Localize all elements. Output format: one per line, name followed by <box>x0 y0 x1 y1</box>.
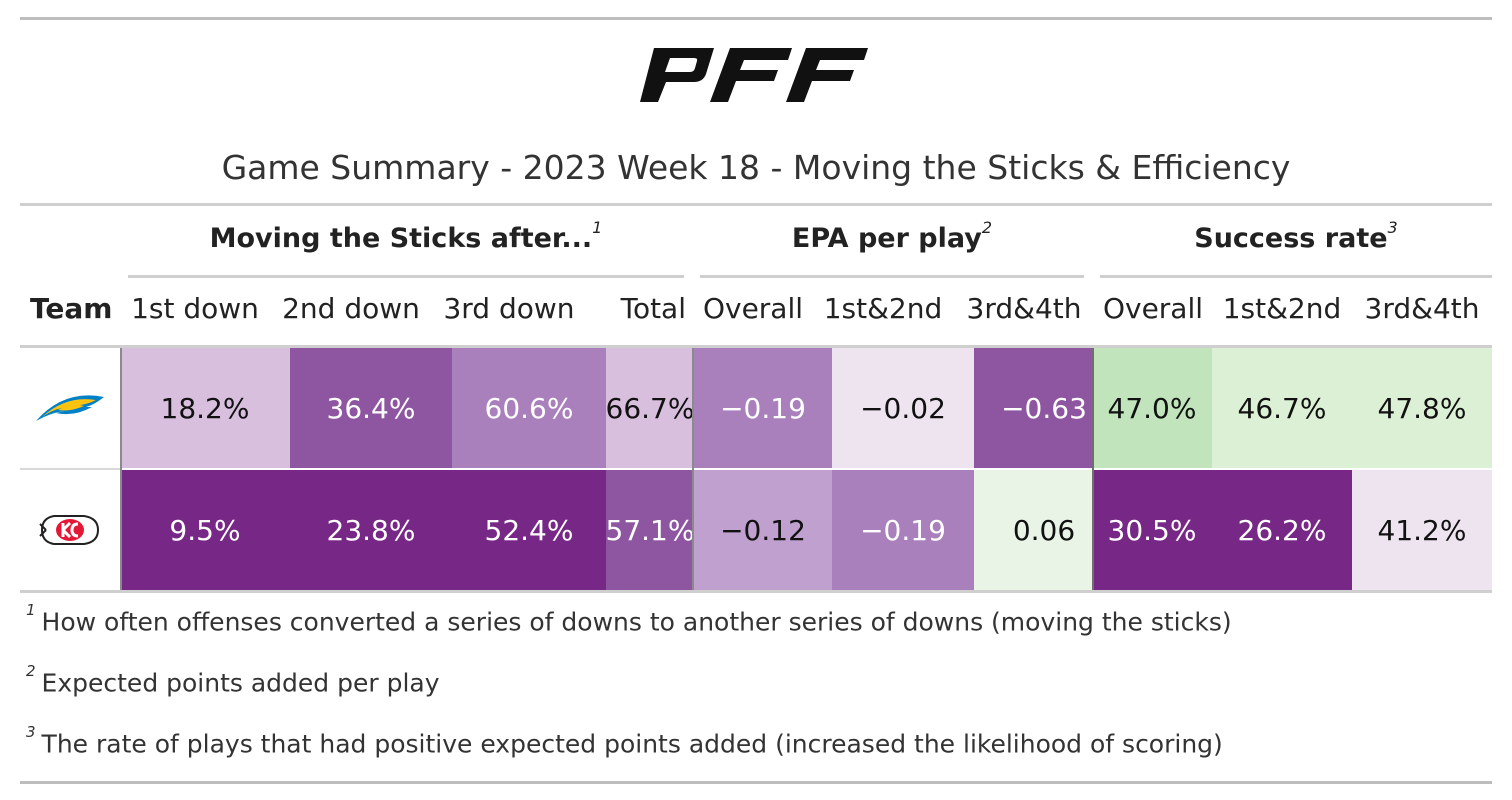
column-header-success-1st2nd: 1st&2nd <box>1222 292 1342 325</box>
group-divider-success <box>1092 348 1094 590</box>
column-header-total: Total <box>620 292 686 325</box>
spanner-epa: EPA per play2 <box>700 218 1084 266</box>
footnote-mark: 1 <box>26 601 36 619</box>
body-bottom-rule <box>20 590 1492 593</box>
table-cell-epa-overall: −0.19 <box>692 348 834 468</box>
table-cell-success-1st2nd: 26.2% <box>1212 470 1352 590</box>
spanner-label: EPA per play <box>791 223 982 254</box>
table-cell-epa-3rd4th: −0.63 <box>974 348 1114 468</box>
table-cell-2nd-down: 23.8% <box>290 470 452 590</box>
table-cell-total: 57.1% <box>606 470 694 590</box>
group-divider-epa <box>692 348 694 590</box>
table-cell-success-overall: 30.5% <box>1092 470 1212 590</box>
title-rule <box>20 203 1492 206</box>
table-cell-1st-down: 18.2% <box>120 348 290 468</box>
table-cell-success-1st2nd: 46.7% <box>1212 348 1352 468</box>
spanner-label: Success rate <box>1194 223 1388 254</box>
footnote-mark: 3 <box>26 723 36 741</box>
team-cell-chiefs <box>20 470 120 590</box>
pff-logo-icon <box>640 48 868 102</box>
table-cell-epa-1st2nd: −0.19 <box>832 470 974 590</box>
table-cell-success-overall: 47.0% <box>1092 348 1212 468</box>
spanner-line-moving-sticks <box>128 275 684 278</box>
chiefs-logo-icon <box>39 515 100 545</box>
column-header-3rd-down: 3rd down <box>443 292 575 325</box>
table-cell-epa-3rd4th: 0.06 <box>974 470 1114 590</box>
header-rule <box>20 345 1492 348</box>
team-divider <box>120 348 122 590</box>
spanner-success-rate: Success rate3 <box>1100 218 1492 266</box>
table-title: Game Summary - 2023 Week 18 - Moving the… <box>221 148 1291 187</box>
footnote-1: 1 How often offenses converted a series o… <box>26 601 1232 637</box>
table-cell-success-3rd4th: 47.8% <box>1352 348 1492 468</box>
row-rule <box>20 468 120 470</box>
table-cell-2nd-down: 36.4% <box>290 348 452 468</box>
spanner-label: Moving the Sticks after... <box>209 223 593 254</box>
table-cell-1st-down: 9.5% <box>120 470 290 590</box>
table-cell-3rd-down: 52.4% <box>452 470 606 590</box>
table-cell-success-3rd4th: 41.2% <box>1352 470 1492 590</box>
footnote-2: 2 Expected points added per play <box>26 662 440 698</box>
table-cell-total: 66.7% <box>606 348 694 468</box>
column-header-success-3rd4th: 3rd&4th <box>1364 292 1480 325</box>
footnote-mark: 2 <box>26 662 36 680</box>
game-summary-table: Game Summary - 2023 Week 18 - Moving the… <box>20 0 1492 800</box>
column-header-epa-overall: Overall <box>702 292 804 325</box>
footnote-text: Expected points added per play <box>41 668 440 698</box>
footnote-text: How often offenses converted a series of… <box>41 607 1232 637</box>
chargers-logo-icon <box>36 395 104 421</box>
column-header-2nd-down: 2nd down <box>282 292 420 325</box>
spanner-moving-sticks: Moving the Sticks after...1 <box>126 218 686 266</box>
footnote-text: The rate of plays that had positive expe… <box>41 729 1223 759</box>
table-cell-epa-1st2nd: −0.02 <box>832 348 974 468</box>
column-header-1st-down: 1st down <box>131 292 259 325</box>
column-header-team: Team <box>30 292 113 325</box>
footnote-mark: 2 <box>981 218 993 237</box>
footnote-mark: 3 <box>1387 218 1398 237</box>
column-header-success-overall: Overall <box>1102 292 1204 325</box>
table-cell-3rd-down: 60.6% <box>452 348 606 468</box>
team-cell-chargers <box>20 348 120 468</box>
footnote-mark: 1 <box>592 218 603 237</box>
spanner-line-epa <box>700 275 1084 278</box>
bottom-rule <box>20 781 1492 784</box>
table-cell-epa-overall: −0.12 <box>692 470 834 590</box>
spanner-line-success <box>1100 275 1492 278</box>
top-rule <box>20 17 1492 20</box>
column-header-epa-3rd4th: 3rd&4th <box>966 292 1082 325</box>
footnote-3: 3 The rate of plays that had positive exp… <box>26 723 1223 759</box>
column-header-epa-1st2nd: 1st&2nd <box>823 292 943 325</box>
